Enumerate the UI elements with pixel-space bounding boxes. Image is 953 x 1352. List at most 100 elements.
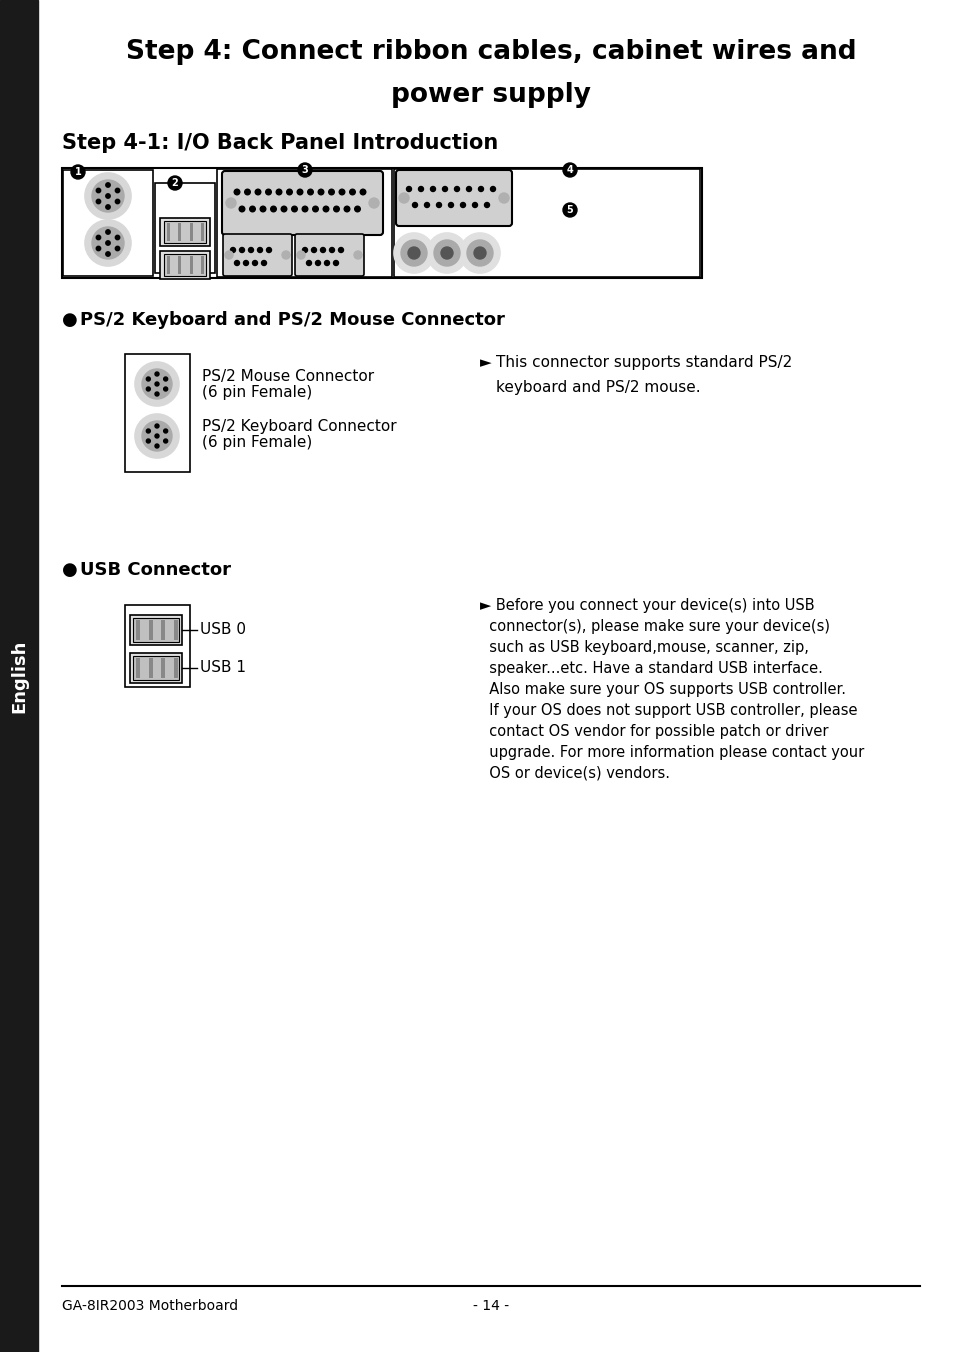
- Circle shape: [338, 247, 343, 253]
- Bar: [63, 170, 152, 276]
- Circle shape: [106, 251, 111, 256]
- FancyBboxPatch shape: [223, 234, 292, 276]
- Circle shape: [434, 241, 459, 266]
- Circle shape: [498, 193, 509, 203]
- Circle shape: [406, 187, 411, 192]
- Circle shape: [260, 207, 266, 212]
- Circle shape: [96, 199, 101, 204]
- Bar: [149, 658, 152, 677]
- Circle shape: [339, 189, 344, 195]
- Circle shape: [96, 188, 101, 193]
- Circle shape: [484, 203, 489, 207]
- Circle shape: [71, 165, 85, 178]
- Bar: [201, 256, 204, 274]
- Circle shape: [135, 414, 179, 458]
- Bar: [161, 658, 165, 677]
- Bar: [201, 223, 204, 241]
- Circle shape: [115, 235, 119, 239]
- Circle shape: [96, 246, 101, 250]
- Text: USB 0: USB 0: [200, 622, 246, 638]
- Circle shape: [459, 233, 499, 273]
- Bar: [132, 656, 179, 680]
- Circle shape: [261, 261, 266, 265]
- Circle shape: [115, 199, 119, 204]
- Circle shape: [302, 207, 308, 212]
- Text: This connector supports standard PS/2
keyboard and PS/2 mouse.: This connector supports standard PS/2 ke…: [496, 356, 791, 395]
- Text: Also make sure your OS supports USB controller.: Also make sure your OS supports USB cont…: [479, 681, 845, 698]
- Circle shape: [233, 189, 239, 195]
- Circle shape: [306, 261, 312, 265]
- Text: connector(s), please make sure your device(s): connector(s), please make sure your devi…: [479, 619, 829, 634]
- Circle shape: [474, 247, 485, 260]
- Bar: [0, 0, 38, 1352]
- Circle shape: [296, 251, 305, 260]
- Circle shape: [168, 176, 182, 191]
- Circle shape: [115, 246, 119, 250]
- Circle shape: [318, 189, 323, 195]
- Circle shape: [91, 180, 124, 212]
- Circle shape: [418, 187, 423, 192]
- Circle shape: [106, 183, 111, 187]
- Circle shape: [412, 203, 417, 207]
- Bar: [167, 256, 170, 274]
- Circle shape: [266, 189, 271, 195]
- Text: English: English: [10, 639, 28, 713]
- Circle shape: [297, 189, 302, 195]
- Text: power supply: power supply: [391, 82, 590, 108]
- Bar: [190, 256, 193, 274]
- Circle shape: [400, 241, 427, 266]
- Circle shape: [250, 207, 255, 212]
- Circle shape: [91, 227, 124, 260]
- Circle shape: [562, 164, 577, 177]
- Circle shape: [490, 187, 495, 192]
- Circle shape: [164, 439, 168, 443]
- Text: OS or device(s) vendors.: OS or device(s) vendors.: [479, 767, 669, 781]
- Circle shape: [96, 235, 101, 239]
- Circle shape: [355, 207, 360, 212]
- Bar: [173, 658, 178, 677]
- Bar: [125, 354, 190, 472]
- Circle shape: [329, 247, 335, 253]
- Bar: [154, 183, 214, 273]
- Circle shape: [448, 203, 453, 207]
- Circle shape: [466, 187, 471, 192]
- Circle shape: [467, 241, 493, 266]
- Text: If your OS does not support USB controller, please: If your OS does not support USB controll…: [479, 703, 857, 718]
- Circle shape: [436, 203, 441, 207]
- Circle shape: [154, 425, 159, 429]
- Circle shape: [313, 207, 318, 212]
- FancyBboxPatch shape: [222, 170, 382, 235]
- Circle shape: [320, 247, 325, 253]
- Bar: [394, 169, 700, 277]
- Bar: [190, 223, 193, 241]
- Bar: [62, 168, 701, 279]
- Bar: [149, 621, 152, 639]
- Circle shape: [226, 197, 235, 208]
- Circle shape: [257, 247, 262, 253]
- Bar: [125, 604, 190, 687]
- Bar: [161, 621, 165, 639]
- Circle shape: [154, 443, 159, 448]
- Circle shape: [244, 189, 250, 195]
- Circle shape: [146, 387, 151, 391]
- Circle shape: [334, 207, 339, 212]
- Circle shape: [225, 251, 233, 260]
- Circle shape: [398, 193, 409, 203]
- Circle shape: [146, 439, 151, 443]
- Text: (6 pin Female): (6 pin Female): [202, 384, 312, 399]
- Text: USB Connector: USB Connector: [80, 561, 231, 579]
- Circle shape: [440, 247, 453, 260]
- Text: USB 1: USB 1: [200, 661, 246, 676]
- Circle shape: [154, 372, 159, 376]
- Text: ►: ►: [479, 356, 491, 370]
- Text: 2: 2: [172, 178, 178, 188]
- Circle shape: [239, 207, 245, 212]
- Circle shape: [354, 251, 361, 260]
- Circle shape: [146, 429, 151, 433]
- Bar: [167, 223, 170, 241]
- Circle shape: [334, 261, 338, 265]
- Circle shape: [323, 207, 329, 212]
- Circle shape: [253, 261, 257, 265]
- Circle shape: [408, 247, 419, 260]
- Circle shape: [164, 429, 168, 433]
